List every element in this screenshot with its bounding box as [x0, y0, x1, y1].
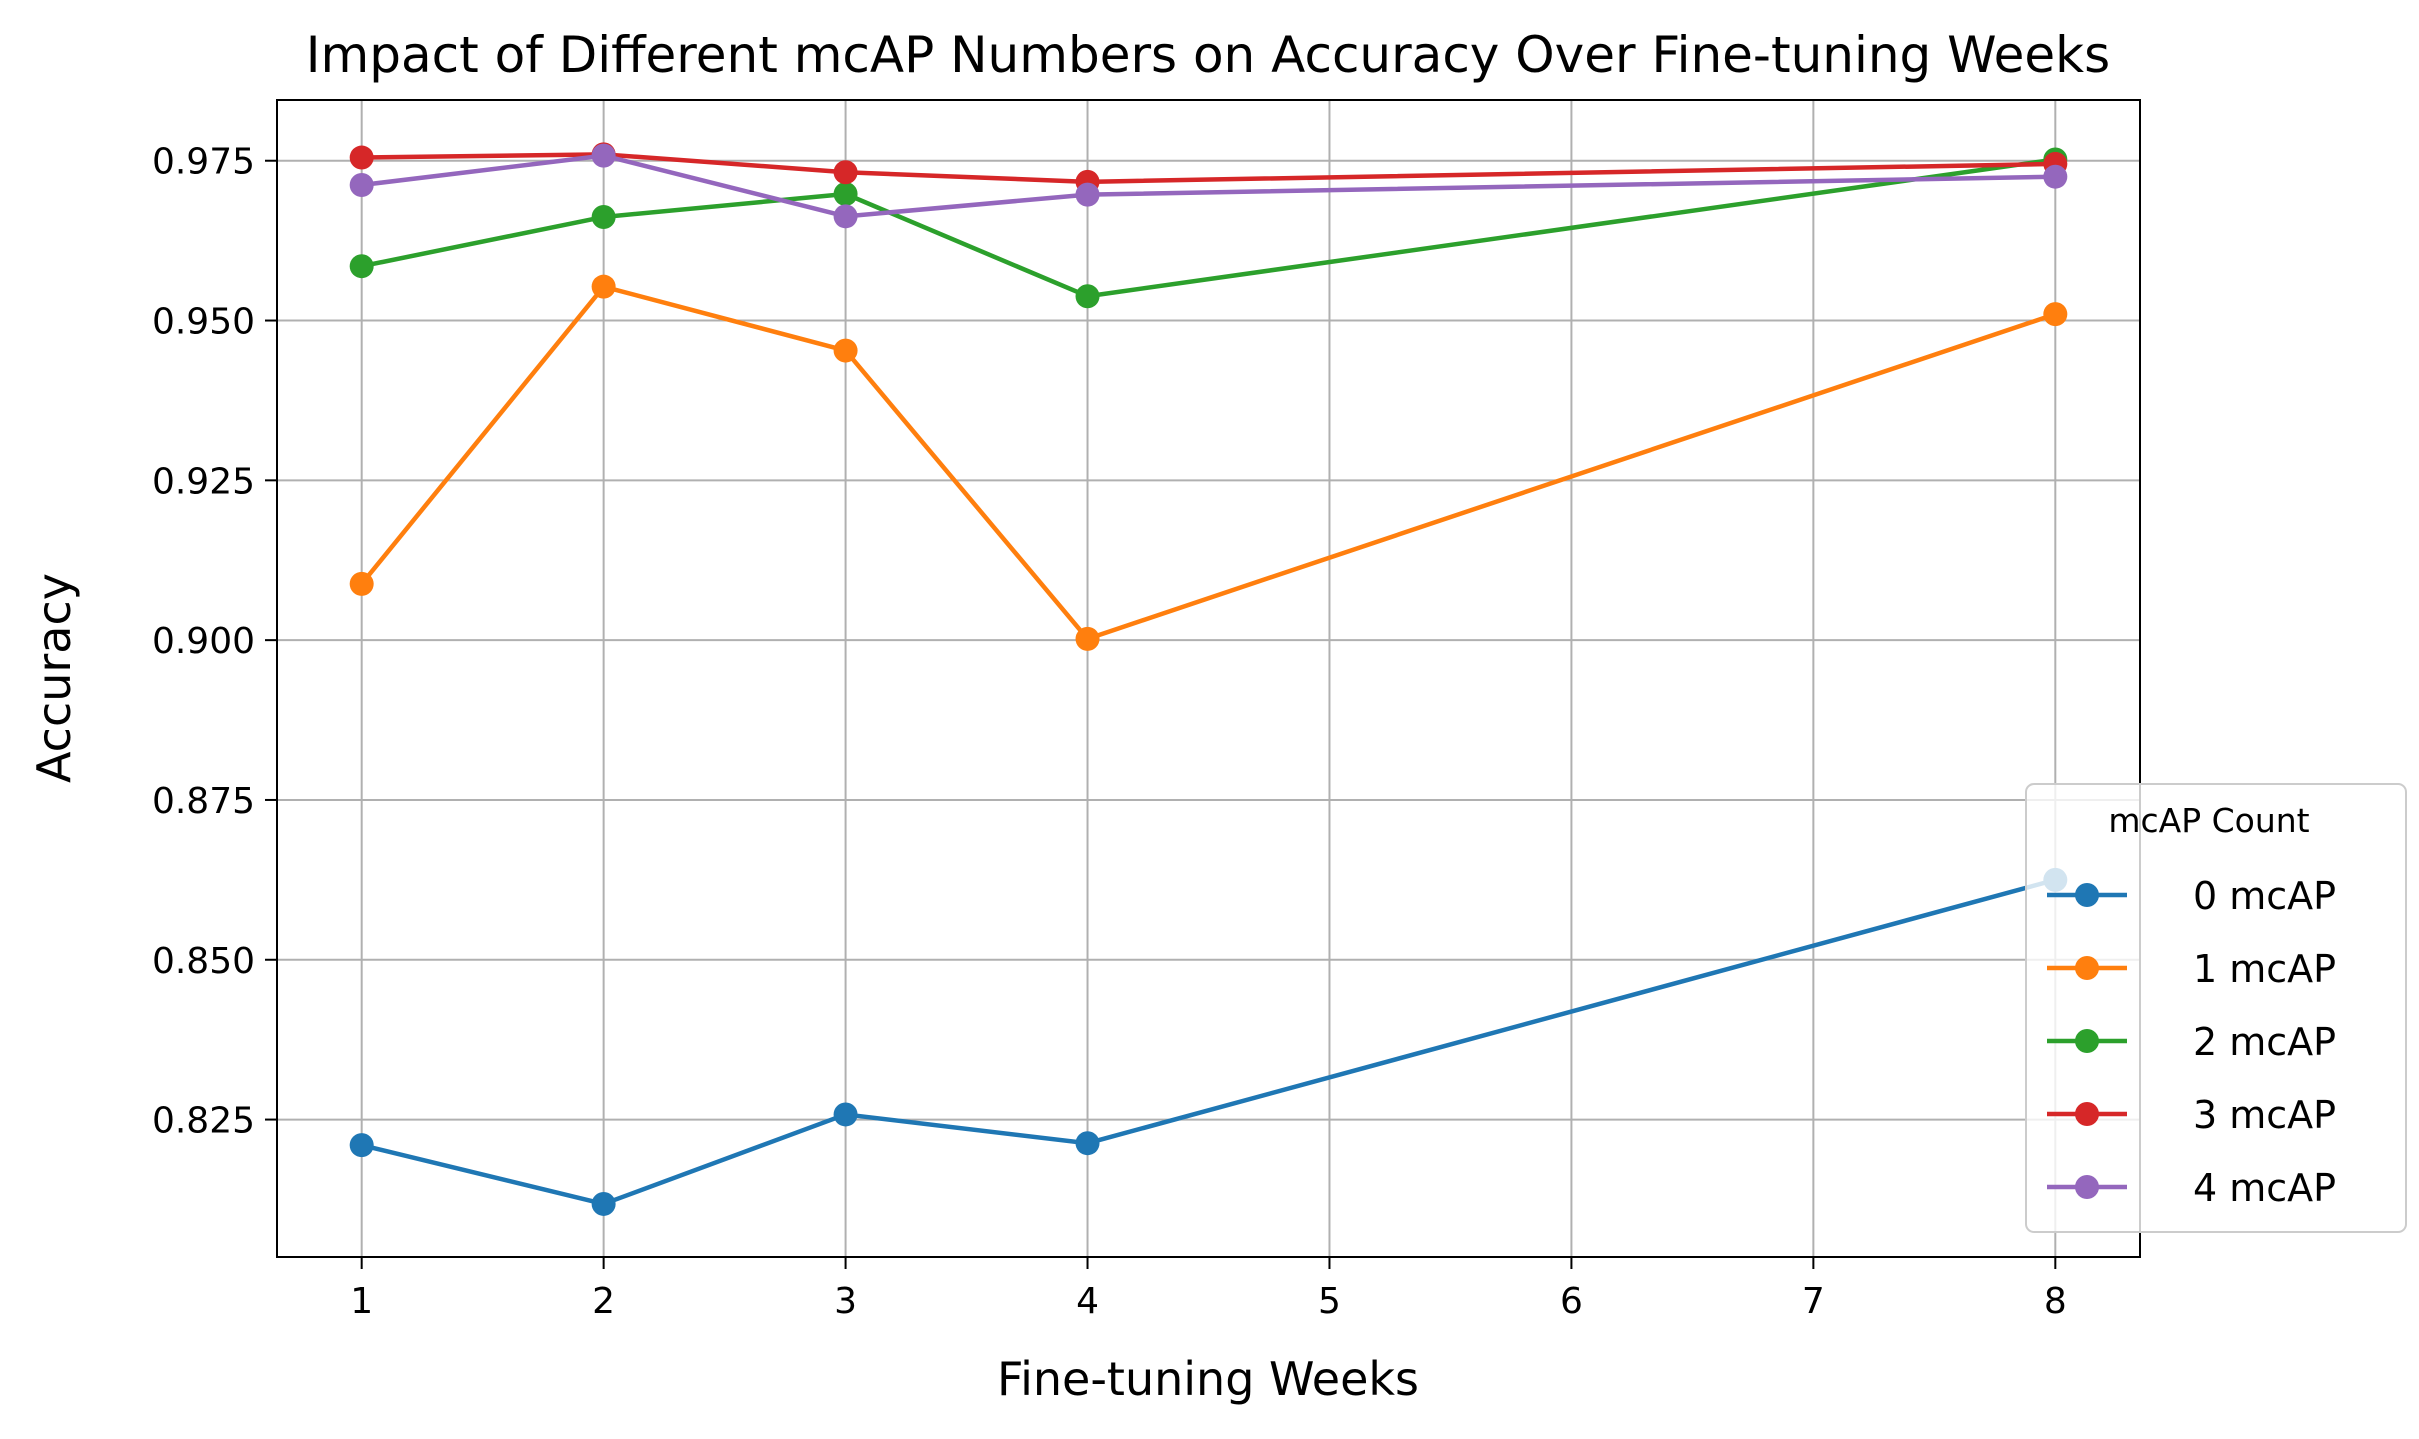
legend-entry: 1 mcAP — [2047, 947, 2336, 991]
axis-ticks: 1 2 3 4 5 6 7 8 0.825 0.850 0.875 0.900 0.925 0.950 0.… — [152, 142, 2067, 1322]
legend-marker — [2075, 956, 2099, 980]
data-point — [591, 274, 616, 299]
data-point — [833, 181, 858, 206]
data-point — [349, 1133, 374, 1158]
data-point — [833, 160, 858, 185]
data-point — [1075, 626, 1100, 651]
data-point — [349, 254, 374, 279]
x-tick-label: 4 — [1076, 1281, 1099, 1322]
data-point — [591, 1191, 616, 1216]
x-tick-label: 3 — [834, 1281, 857, 1322]
legend-entry: 4 mcAP — [2047, 1166, 2336, 1210]
legend-marker — [2075, 1175, 2099, 1199]
data-point — [2043, 302, 2068, 327]
legend-title: mcAP Count — [2108, 801, 2309, 840]
y-tick-label: 0.875 — [152, 781, 255, 822]
data-point — [833, 204, 858, 229]
legend-marker — [2075, 1029, 2099, 1053]
grid-lines — [277, 100, 2140, 1257]
data-point — [1075, 182, 1100, 207]
data-point — [349, 145, 374, 170]
legend-entry: 2 mcAP — [2047, 1020, 2336, 1064]
x-tick-label: 2 — [592, 1281, 615, 1322]
y-tick-label: 0.900 — [152, 621, 255, 662]
data-point — [833, 338, 858, 363]
legend-marker — [2075, 1102, 2099, 1126]
legend-entries: 0 mcAP 1 mcAP 2 mcAP 3 mcAP 4 mcAP — [2047, 874, 2336, 1210]
plot-frame — [276, 99, 2141, 1258]
chart-title: Impact of Different mcAP Numbers on Accu… — [306, 26, 2110, 84]
series-1 — [349, 274, 2068, 651]
legend-entry: 0 mcAP — [2047, 874, 2336, 918]
x-tick-label: 7 — [1802, 1281, 1825, 1322]
x-axis-label: Fine-tuning Weeks — [997, 1352, 1419, 1406]
data-point — [349, 173, 374, 198]
x-tick-label: 8 — [2044, 1281, 2067, 1322]
legend: mcAP Count 0 mcAP 1 mcAP 2 mcAP 3 mcAP 4 mcA… — [2025, 783, 2407, 1233]
y-tick-label: 0.950 — [152, 302, 255, 343]
legend-label: 2 mcAP — [2193, 1020, 2336, 1064]
y-tick-label: 0.850 — [152, 941, 255, 982]
x-tick-label: 1 — [350, 1281, 373, 1322]
legend-marker — [2075, 883, 2099, 907]
y-tick-label: 0.975 — [152, 142, 255, 183]
data-point — [591, 204, 616, 229]
series-4 — [349, 143, 2068, 229]
legend-entry: 3 mcAP — [2047, 1093, 2336, 1137]
legend-label: 4 mcAP — [2193, 1166, 2336, 1210]
legend-label: 1 mcAP — [2193, 947, 2336, 991]
legend-label: 3 mcAP — [2193, 1093, 2336, 1137]
x-tick-label: 6 — [1560, 1281, 1583, 1322]
legend-label: 0 mcAP — [2193, 874, 2336, 918]
data-point — [1075, 1131, 1100, 1156]
y-tick-label: 0.925 — [152, 461, 255, 502]
y-axis-label: Accuracy — [27, 573, 81, 783]
legend-box — [2025, 783, 2407, 1233]
x-tick-label: 5 — [1318, 1281, 1341, 1322]
data-point — [2043, 164, 2068, 189]
data-point — [349, 571, 374, 596]
data-point — [833, 1102, 858, 1127]
data-point — [1075, 284, 1100, 309]
data-point — [591, 143, 616, 168]
y-tick-label: 0.825 — [152, 1101, 255, 1142]
plot-series — [349, 142, 2068, 1216]
